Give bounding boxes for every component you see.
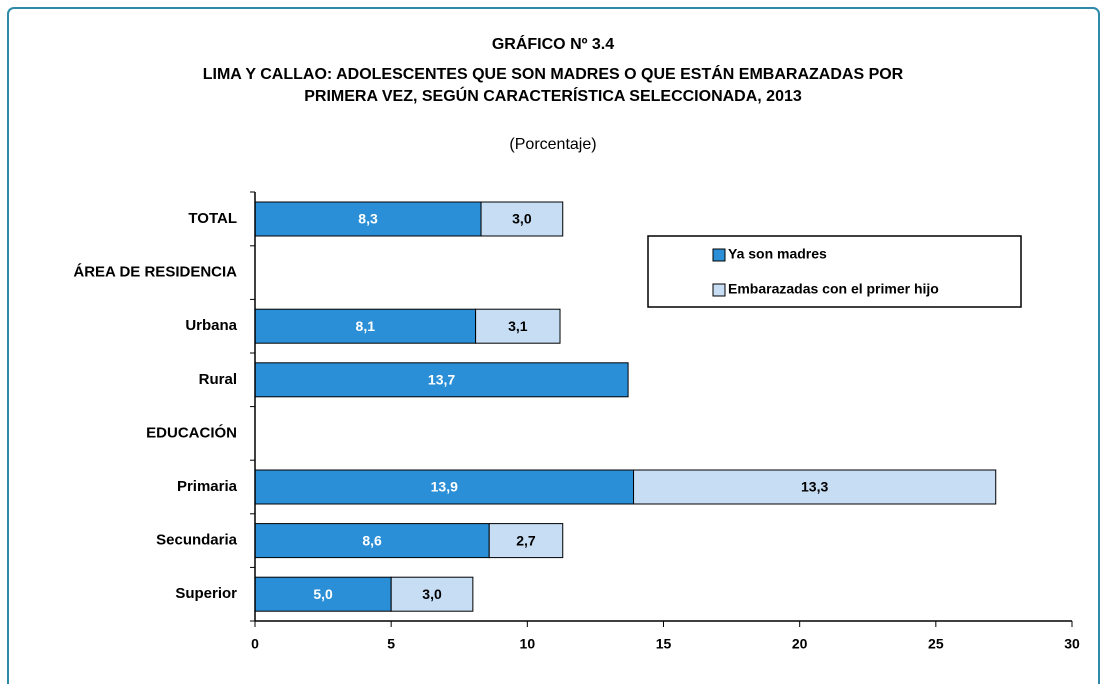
bar-segment	[254, 576, 392, 612]
value-label: 3,0	[512, 211, 532, 227]
bar-segment	[254, 362, 629, 398]
category-label: Primaria	[177, 478, 238, 495]
chart-title: PRIMERA VEZ, SEGÚN CARACTERÍSTICA SELECC…	[304, 86, 802, 105]
value-label: 8,1	[356, 318, 376, 334]
value-label: 13,7	[428, 372, 455, 388]
value-label: 3,1	[508, 318, 528, 334]
bar-segment	[480, 201, 564, 237]
bar-segment	[475, 308, 561, 344]
chart-title: LIMA Y CALLAO: ADOLESCENTES QUE SON MADR…	[203, 64, 904, 83]
x-tick-label: 10	[520, 636, 536, 652]
bar-segment	[633, 469, 997, 505]
bar-segment	[488, 523, 564, 559]
value-label: 13,3	[801, 479, 828, 495]
category-label: Secundaria	[156, 532, 238, 549]
category-label: ÁREA DE RESIDENCIA	[73, 264, 237, 281]
value-label: 5,0	[313, 586, 333, 602]
category-label: Superior	[175, 585, 237, 602]
legend-box	[647, 235, 1022, 308]
x-tick-label: 5	[387, 636, 395, 652]
category-label: Rural	[199, 371, 237, 388]
x-tick-label: 15	[656, 636, 672, 652]
value-label: 8,6	[362, 532, 382, 548]
value-label: 3,0	[422, 586, 442, 602]
value-label: 2,7	[516, 532, 536, 548]
value-label: 13,9	[431, 479, 458, 495]
bar-segment	[254, 523, 490, 559]
legend-label: Embarazadas con el primer hijo	[728, 281, 939, 297]
x-tick-label: 0	[251, 636, 259, 652]
bar-segment	[390, 576, 474, 612]
category-label: Urbana	[185, 317, 237, 334]
chart-title: GRÁFICO Nº 3.4	[492, 34, 614, 53]
legend-swatch	[712, 283, 726, 297]
category-label: TOTAL	[188, 210, 237, 227]
bar-segment	[254, 469, 635, 505]
value-label: 8,3	[358, 211, 378, 227]
legend-label: Ya son madres	[728, 246, 827, 262]
legend-swatch	[712, 248, 726, 262]
x-tick-label: 30	[1064, 636, 1080, 652]
category-label: EDUCACIÓN	[146, 423, 237, 441]
frame	[7, 7, 1100, 684]
chart-subtitle: (Porcentaje)	[509, 136, 596, 153]
x-tick-label: 20	[792, 636, 808, 652]
bar-segment	[254, 308, 477, 344]
x-tick-label: 25	[928, 636, 944, 652]
